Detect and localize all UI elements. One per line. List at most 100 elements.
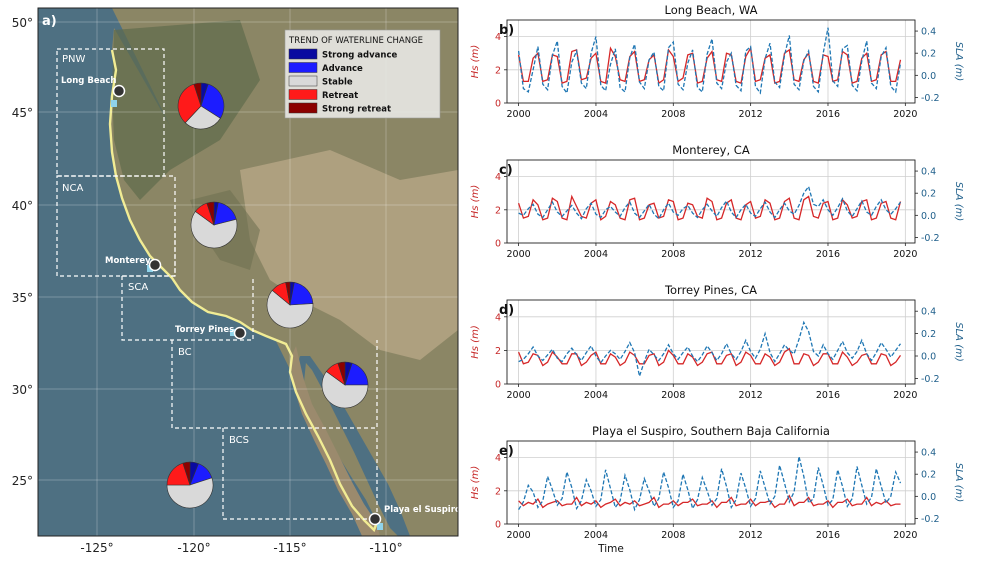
gulf-of-california xyxy=(300,356,410,536)
x-tick-label: 2016 xyxy=(816,530,840,541)
y2-tick-label: 0.4 xyxy=(921,307,936,318)
chart-title: Monterey, CA xyxy=(672,143,750,157)
site-marker-monterey xyxy=(148,258,162,272)
panel-label: b) xyxy=(499,23,514,38)
legend-swatch xyxy=(288,48,318,60)
y2-tick-label: 0.4 xyxy=(921,27,936,38)
region-label-pnw: PNW xyxy=(62,54,86,65)
x-tick-label: 2016 xyxy=(816,109,840,120)
map-lon-tick-label: -115° xyxy=(273,541,306,555)
legend-swatch xyxy=(288,75,318,87)
map-lat-tick-label: 35° xyxy=(12,291,33,305)
x-tick-label: 2004 xyxy=(584,109,608,120)
region-label-bcs: BCS xyxy=(229,435,249,446)
x-tick-label: 2012 xyxy=(739,530,763,541)
x-tick-label: 2008 xyxy=(661,109,685,120)
series-line-sla xyxy=(518,185,902,220)
y2-tick-label: -0.2 xyxy=(921,93,940,104)
y-tick-label: 0 xyxy=(495,520,501,531)
panel-label: c) xyxy=(499,163,513,178)
x-tick-label: 2016 xyxy=(816,249,840,260)
pie-slice-pnw xyxy=(200,83,225,119)
legend-label: Strong retreat xyxy=(322,105,391,115)
region-boxes xyxy=(56,48,378,520)
pie-slice-sca xyxy=(285,281,291,306)
y2-tick-label: -0.2 xyxy=(921,233,940,244)
map-frame xyxy=(37,7,459,537)
x-tick-label: 2012 xyxy=(739,109,763,120)
y-tick-label: 4 xyxy=(495,32,501,43)
y-tick-label: 0 xyxy=(495,99,501,110)
y-axis-label: Hs (m) xyxy=(470,466,481,499)
series-line-hs xyxy=(517,194,902,221)
site-marker-torrey-pines xyxy=(233,326,247,340)
y2-axis-label: SLA (m) xyxy=(953,463,964,502)
pie-slice-bcs xyxy=(182,461,191,486)
y2-tick-label: 0.0 xyxy=(921,71,936,82)
x-tick-label: 2004 xyxy=(584,249,608,260)
series-line-hs xyxy=(517,347,902,367)
map-legend: TREND OF WATERLINE CHANGE Strong advance… xyxy=(284,29,441,119)
panel-label-a: a) xyxy=(42,14,57,29)
x-tick-label: 2004 xyxy=(584,530,608,541)
y2-axis-label: SLA (m) xyxy=(953,42,964,81)
chart-title: Long Beach, WA xyxy=(664,3,757,17)
y-tick-label: 4 xyxy=(495,172,501,183)
y2-tick-label: 0.2 xyxy=(921,470,936,481)
chart-frame xyxy=(506,299,916,385)
map-lat-tick-label: 25° xyxy=(12,474,33,488)
region-label-nca: NCA xyxy=(62,183,83,194)
x-tick-label: 2012 xyxy=(739,249,763,260)
x-tick-label: 2020 xyxy=(893,390,917,401)
x-tick-label: 2000 xyxy=(507,390,531,401)
map-axis-ticks: 50° 45° 40° 35° 30° 25° -125° -120° -115° -110° xyxy=(12,16,403,555)
y2-tick-label: 0.0 xyxy=(921,492,936,503)
y-tick-label: 4 xyxy=(495,312,501,323)
y-tick-label: 2 xyxy=(495,65,501,76)
y-tick-label: 2 xyxy=(495,346,501,357)
pie-slice-nca xyxy=(190,211,238,249)
site-square-long-beach xyxy=(111,100,117,107)
region-box-bcs xyxy=(222,428,378,520)
site-label-torrey-pines: Torrey Pines xyxy=(175,325,234,335)
chart-panel-c: Monterey, CA 0 2 4 -0.2 0.0 0.2 0.4 2000 2004 2008… xyxy=(470,143,964,260)
y-tick-label: 4 xyxy=(495,453,501,464)
series-line-sla xyxy=(518,456,902,512)
y2-tick-label: 0.4 xyxy=(921,448,936,459)
y-tick-label: 2 xyxy=(495,486,501,497)
legend-label: Advance xyxy=(322,64,363,74)
site-label-long-beach: Long Beach xyxy=(61,76,116,86)
legend-swatch xyxy=(288,89,318,100)
chart-panel-d: Torrey Pines, CA 0 2 4 -0.2 0.0 0.2 0.4 2000 2004… xyxy=(470,283,964,401)
x-tick-label: 2004 xyxy=(584,390,608,401)
panel-label: d) xyxy=(499,303,514,318)
y-axis-label: Hs (m) xyxy=(470,325,481,358)
x-tick-label: 2016 xyxy=(816,390,840,401)
x-tick-label: 2000 xyxy=(507,530,531,541)
legend-title: TREND OF WATERLINE CHANGE xyxy=(288,36,423,46)
y2-tick-label: 0.0 xyxy=(921,211,936,222)
y2-tick-label: -0.2 xyxy=(921,514,940,525)
x-axis-label: Time xyxy=(597,543,624,555)
pie-slice-nca xyxy=(206,201,215,226)
x-tick-label: 2008 xyxy=(661,530,685,541)
pie-slice-bc xyxy=(321,371,369,409)
legend-label: Strong advance xyxy=(322,51,397,61)
region-box-bc xyxy=(171,340,378,429)
map-lat-tick-label: 40° xyxy=(12,199,33,213)
y-tick-label: 0 xyxy=(495,380,501,391)
pie-slice-pnw xyxy=(177,83,202,124)
x-tick-label: 2000 xyxy=(507,249,531,260)
x-tick-label: 2020 xyxy=(893,109,917,120)
chart-panel-e: Playa el Suspiro, Southern Baja Californ… xyxy=(470,424,964,555)
legend-label: Stable xyxy=(322,78,353,88)
legend-items: Strong advance Advance Stable Retreat Strong… xyxy=(288,48,397,115)
panel-label: e) xyxy=(499,444,514,459)
region-label-bc: BC xyxy=(178,347,192,358)
x-tick-label: 2000 xyxy=(507,109,531,120)
x-tick-label: 2012 xyxy=(739,390,763,401)
series-line-sla xyxy=(517,27,902,95)
y2-tick-label: 0.2 xyxy=(921,49,936,60)
